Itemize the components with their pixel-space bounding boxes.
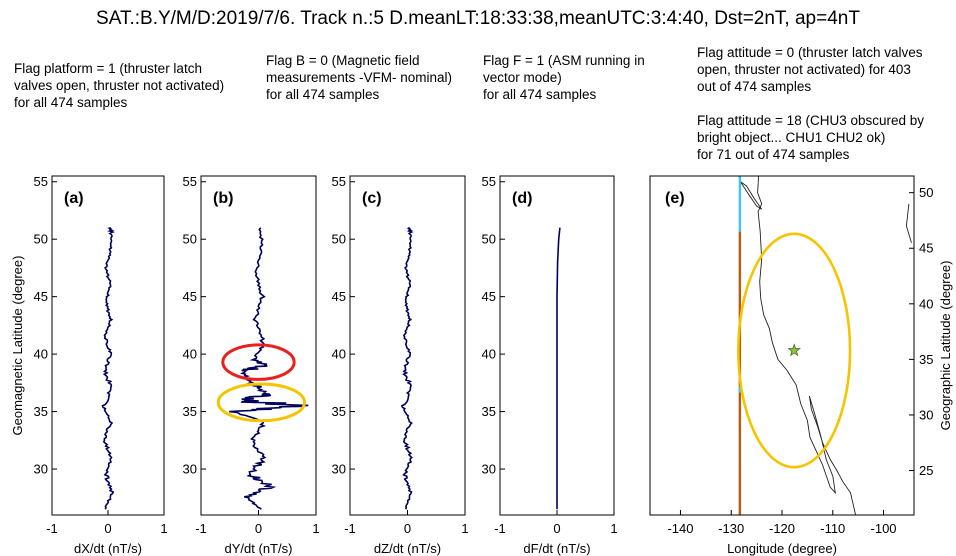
- x-tick-label: -120: [769, 521, 795, 536]
- y-tick-label: 50: [919, 185, 933, 200]
- yellow-ellipse: [216, 382, 306, 423]
- x-tick-label: 1: [461, 521, 468, 536]
- panel-label: (e): [665, 190, 685, 207]
- y-tick-label: 30: [34, 462, 48, 477]
- y-tick-label: 30: [332, 462, 346, 477]
- y-tick-label: 40: [482, 347, 496, 362]
- flag-f-text: Flag F = 1 (ASM running in vector mode) …: [483, 53, 645, 102]
- data-trace: [101, 226, 116, 510]
- y-axis-label: Geographic Latitude (degree): [938, 261, 953, 431]
- x-axis-label: dX/dt (nT/s): [74, 541, 142, 556]
- y-tick-label: 30: [482, 462, 496, 477]
- island-outline: [740, 181, 763, 210]
- y-tick-label: 50: [332, 232, 346, 247]
- flag-b-text: Flag B = 0 (Magnetic field measurements …: [266, 53, 453, 102]
- panel-label: (c): [362, 190, 382, 207]
- y-tick-label: 35: [919, 352, 933, 367]
- x-axis-label: dF/dt (nT/s): [523, 541, 590, 556]
- x-tick-label: -1: [46, 521, 58, 536]
- y-tick-label: 40: [183, 347, 197, 362]
- figure-title: SAT.:B.Y/M/D:2019/7/6. Track n.:5 D.mean…: [96, 8, 860, 29]
- x-tick-label: -110: [820, 521, 845, 536]
- y-tick-label: 45: [482, 289, 496, 304]
- x-axis-label: Longitude (degree): [727, 541, 837, 556]
- x-tick-label: -140: [667, 521, 693, 536]
- panel-label: (b): [213, 190, 233, 207]
- y-tick-label: 35: [183, 404, 197, 419]
- flag-attitude-0-text: Flag attitude = 0 (thruster latch valves…: [697, 45, 923, 94]
- x-tick-label: -1: [195, 521, 207, 536]
- x-tick-label: -130: [718, 521, 744, 536]
- data-trace: [556, 227, 561, 510]
- x-tick-label: 0: [255, 521, 262, 536]
- y-tick-label: 45: [34, 289, 48, 304]
- y-tick-label: 30: [919, 407, 933, 422]
- x-tick-label: 0: [104, 521, 111, 536]
- data-trace: [400, 226, 414, 510]
- x-tick-label: -1: [494, 521, 506, 536]
- y-tick-label: 50: [482, 232, 496, 247]
- inland-border: [905, 203, 912, 243]
- y-tick-label: 40: [34, 347, 48, 362]
- data-trace: [229, 227, 309, 510]
- y-tick-label: 40: [919, 296, 933, 311]
- x-axis-label: dZ/dt (nT/s): [374, 541, 441, 556]
- x-tick-label: 1: [610, 521, 617, 536]
- x-tick-label: -1: [344, 521, 356, 536]
- y-tick-label: 45: [183, 289, 197, 304]
- y-tick-label: 55: [183, 174, 197, 189]
- y-tick-label: 55: [34, 174, 48, 189]
- y-tick-label: 25: [919, 463, 933, 478]
- x-axis-label: dY/dt (nT/s): [225, 541, 293, 556]
- y-axis-label: Geomagnetic Latitude (degree): [10, 256, 25, 436]
- x-tick-label: 0: [553, 521, 560, 536]
- y-tick-label: 30: [183, 462, 197, 477]
- x-tick-label: 1: [312, 521, 319, 536]
- y-tick-label: 50: [34, 232, 48, 247]
- coastline: [757, 175, 857, 516]
- y-tick-label: 45: [332, 289, 346, 304]
- x-tick-label: -100: [871, 521, 897, 536]
- epicenter-star-icon: [787, 343, 801, 357]
- panel-label: (a): [64, 190, 84, 207]
- flag-platform-text: Flag platform = 1 (thruster latch valves…: [14, 61, 225, 110]
- y-tick-label: 35: [34, 404, 48, 419]
- y-tick-label: 45: [919, 241, 933, 256]
- preparation-zone-ellipse: [737, 232, 852, 469]
- panel-label: (d): [512, 190, 532, 207]
- y-tick-label: 55: [332, 174, 346, 189]
- y-tick-label: 55: [482, 174, 496, 189]
- y-tick-label: 35: [482, 404, 496, 419]
- y-tick-label: 50: [183, 232, 197, 247]
- flag-attitude-18-text: Flag attitude = 18 (CHU3 obscured by bri…: [697, 113, 924, 162]
- red-ellipse: [221, 343, 296, 381]
- x-tick-label: 0: [404, 521, 411, 536]
- y-tick-label: 35: [332, 404, 346, 419]
- y-tick-label: 40: [332, 347, 346, 362]
- x-tick-label: 1: [160, 521, 167, 536]
